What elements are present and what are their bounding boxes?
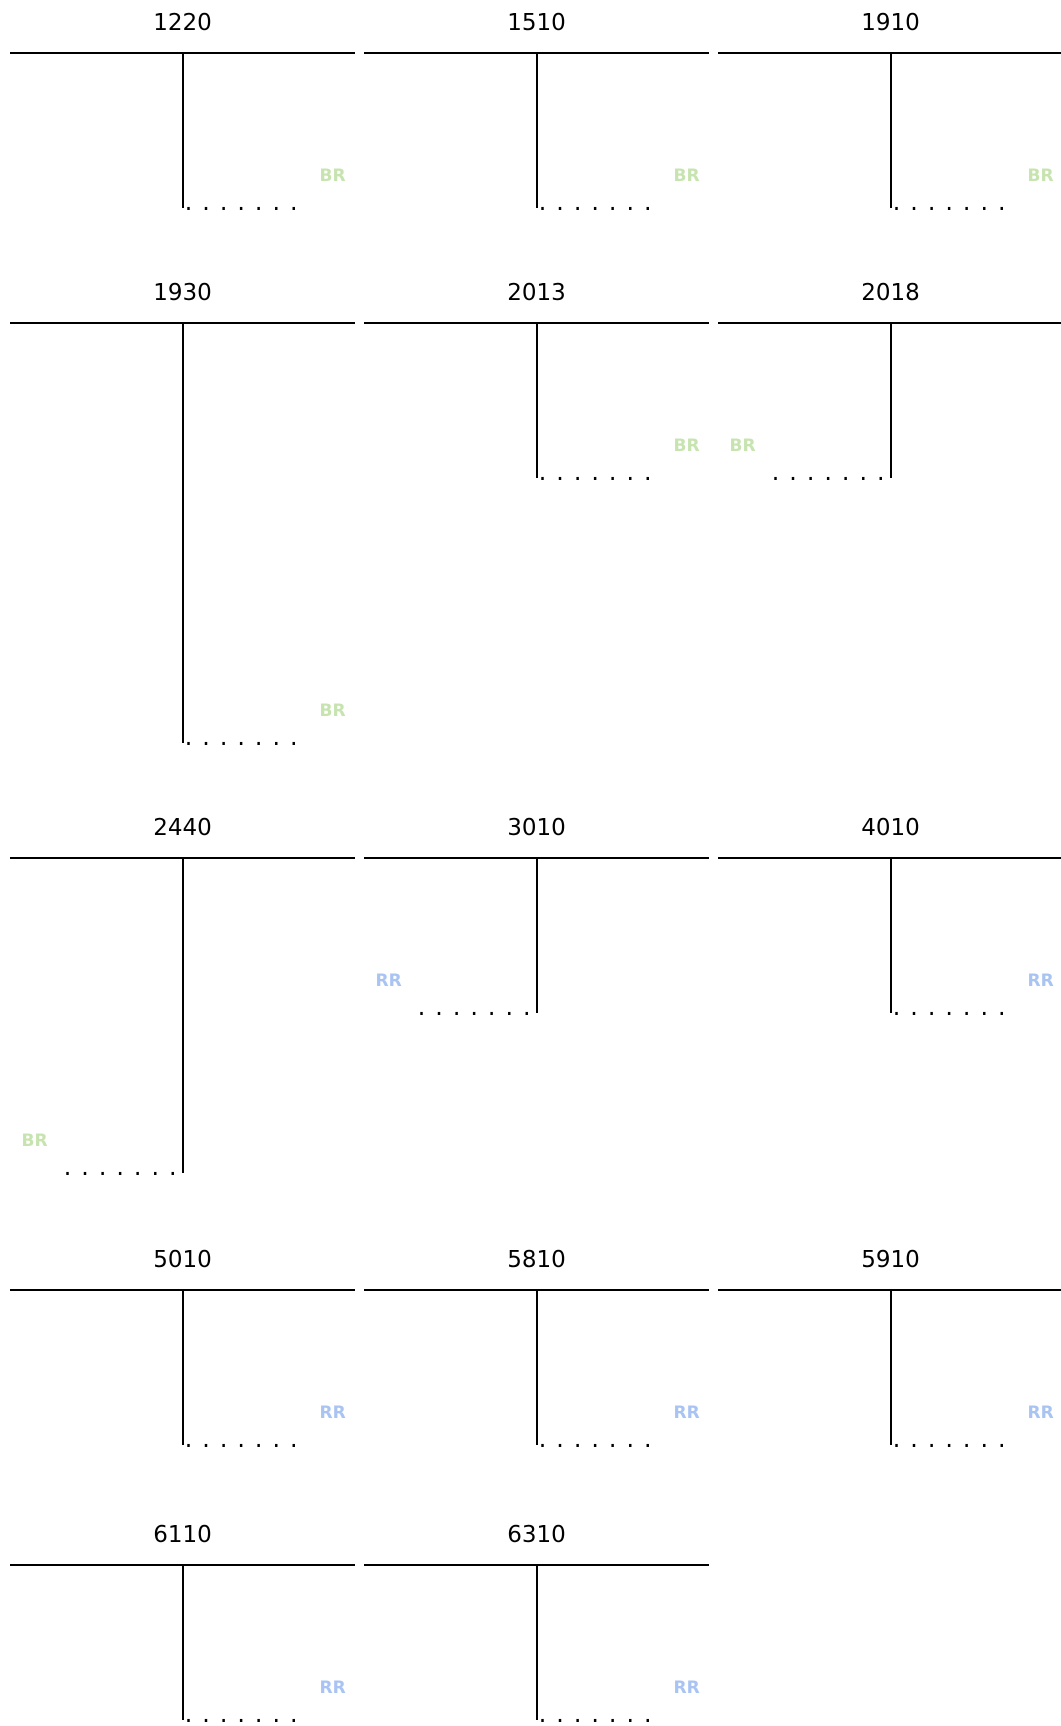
rr-tag: RR xyxy=(376,971,402,991)
account-divider-line xyxy=(182,53,184,208)
account-number: 6110 xyxy=(10,1522,355,1548)
account-number: 1910 xyxy=(718,10,1061,36)
account-divider-line xyxy=(182,323,184,743)
rr-tag: RR xyxy=(320,1403,346,1423)
balance-dots: ........ xyxy=(537,1708,659,1722)
account-divider-line xyxy=(182,1290,184,1445)
balance-dots: ........ xyxy=(537,196,659,210)
account-divider-line xyxy=(890,1290,892,1445)
account-number: 6310 xyxy=(364,1522,709,1548)
account-divider-line xyxy=(536,53,538,208)
account-divider-line xyxy=(182,858,184,1173)
br-tag: BR xyxy=(730,436,756,456)
account-divider-line xyxy=(182,1565,184,1720)
account-number: 2013 xyxy=(364,280,709,306)
account-number: 5810 xyxy=(364,1247,709,1273)
balance-dots: ........ xyxy=(537,1433,659,1447)
account-number: 1220 xyxy=(10,10,355,36)
account-number: 5910 xyxy=(718,1247,1061,1273)
balance-dots: ........ xyxy=(183,196,305,210)
account-number: 5010 xyxy=(10,1247,355,1273)
account-number: 4010 xyxy=(718,815,1061,841)
account-number: 2440 xyxy=(10,815,355,841)
balance-dots: ........ xyxy=(891,196,1013,210)
br-tag: BR xyxy=(674,436,700,456)
br-tag: BR xyxy=(674,166,700,186)
balance-dots: ........ xyxy=(770,466,892,480)
balance-dots: ........ xyxy=(183,731,305,745)
balance-dots: ........ xyxy=(183,1433,305,1447)
balance-dots: ........ xyxy=(62,1161,184,1175)
br-tag: BR xyxy=(1028,166,1054,186)
balance-dots: ........ xyxy=(537,466,659,480)
account-divider-line xyxy=(536,1290,538,1445)
rr-tag: RR xyxy=(1028,971,1054,991)
account-number: 3010 xyxy=(364,815,709,841)
balance-dots: ........ xyxy=(891,1433,1013,1447)
account-divider-line xyxy=(890,53,892,208)
account-number: 2018 xyxy=(718,280,1061,306)
balance-dots: ........ xyxy=(891,1001,1013,1015)
account-divider-line xyxy=(536,323,538,478)
account-divider-line xyxy=(536,1565,538,1720)
account-divider-line xyxy=(890,323,892,478)
br-tag: BR xyxy=(320,701,346,721)
account-number: 1510 xyxy=(364,10,709,36)
rr-tag: RR xyxy=(1028,1403,1054,1423)
balance-dots: ........ xyxy=(416,1001,538,1015)
rr-tag: RR xyxy=(674,1678,700,1698)
account-divider-line xyxy=(536,858,538,1013)
balance-dots: ........ xyxy=(183,1708,305,1722)
rr-tag: RR xyxy=(320,1678,346,1698)
account-number: 1930 xyxy=(10,280,355,306)
br-tag: BR xyxy=(22,1131,48,1151)
account-divider-line xyxy=(890,858,892,1013)
rr-tag: RR xyxy=(674,1403,700,1423)
br-tag: BR xyxy=(320,166,346,186)
